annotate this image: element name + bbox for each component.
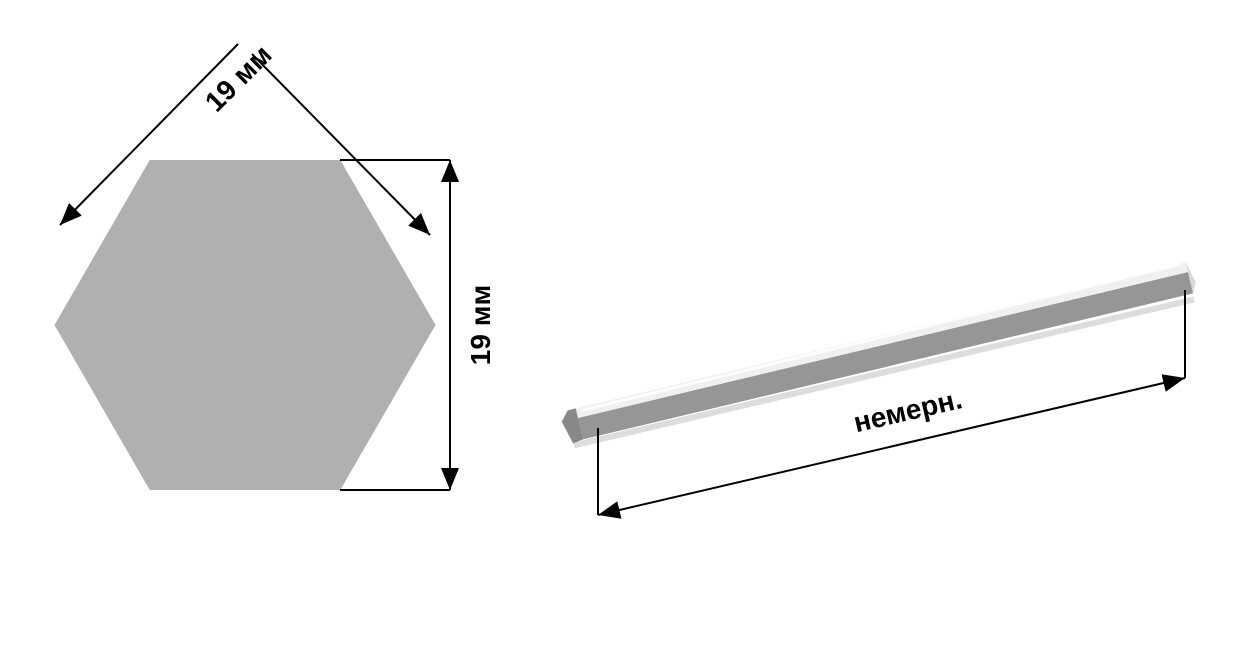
svg-text:19 мм: 19 мм [465,285,496,365]
svg-text:19 мм: 19 мм [199,39,278,118]
svg-text:немерн.: немерн. [851,383,965,438]
hexagon-cross-section [54,160,435,490]
